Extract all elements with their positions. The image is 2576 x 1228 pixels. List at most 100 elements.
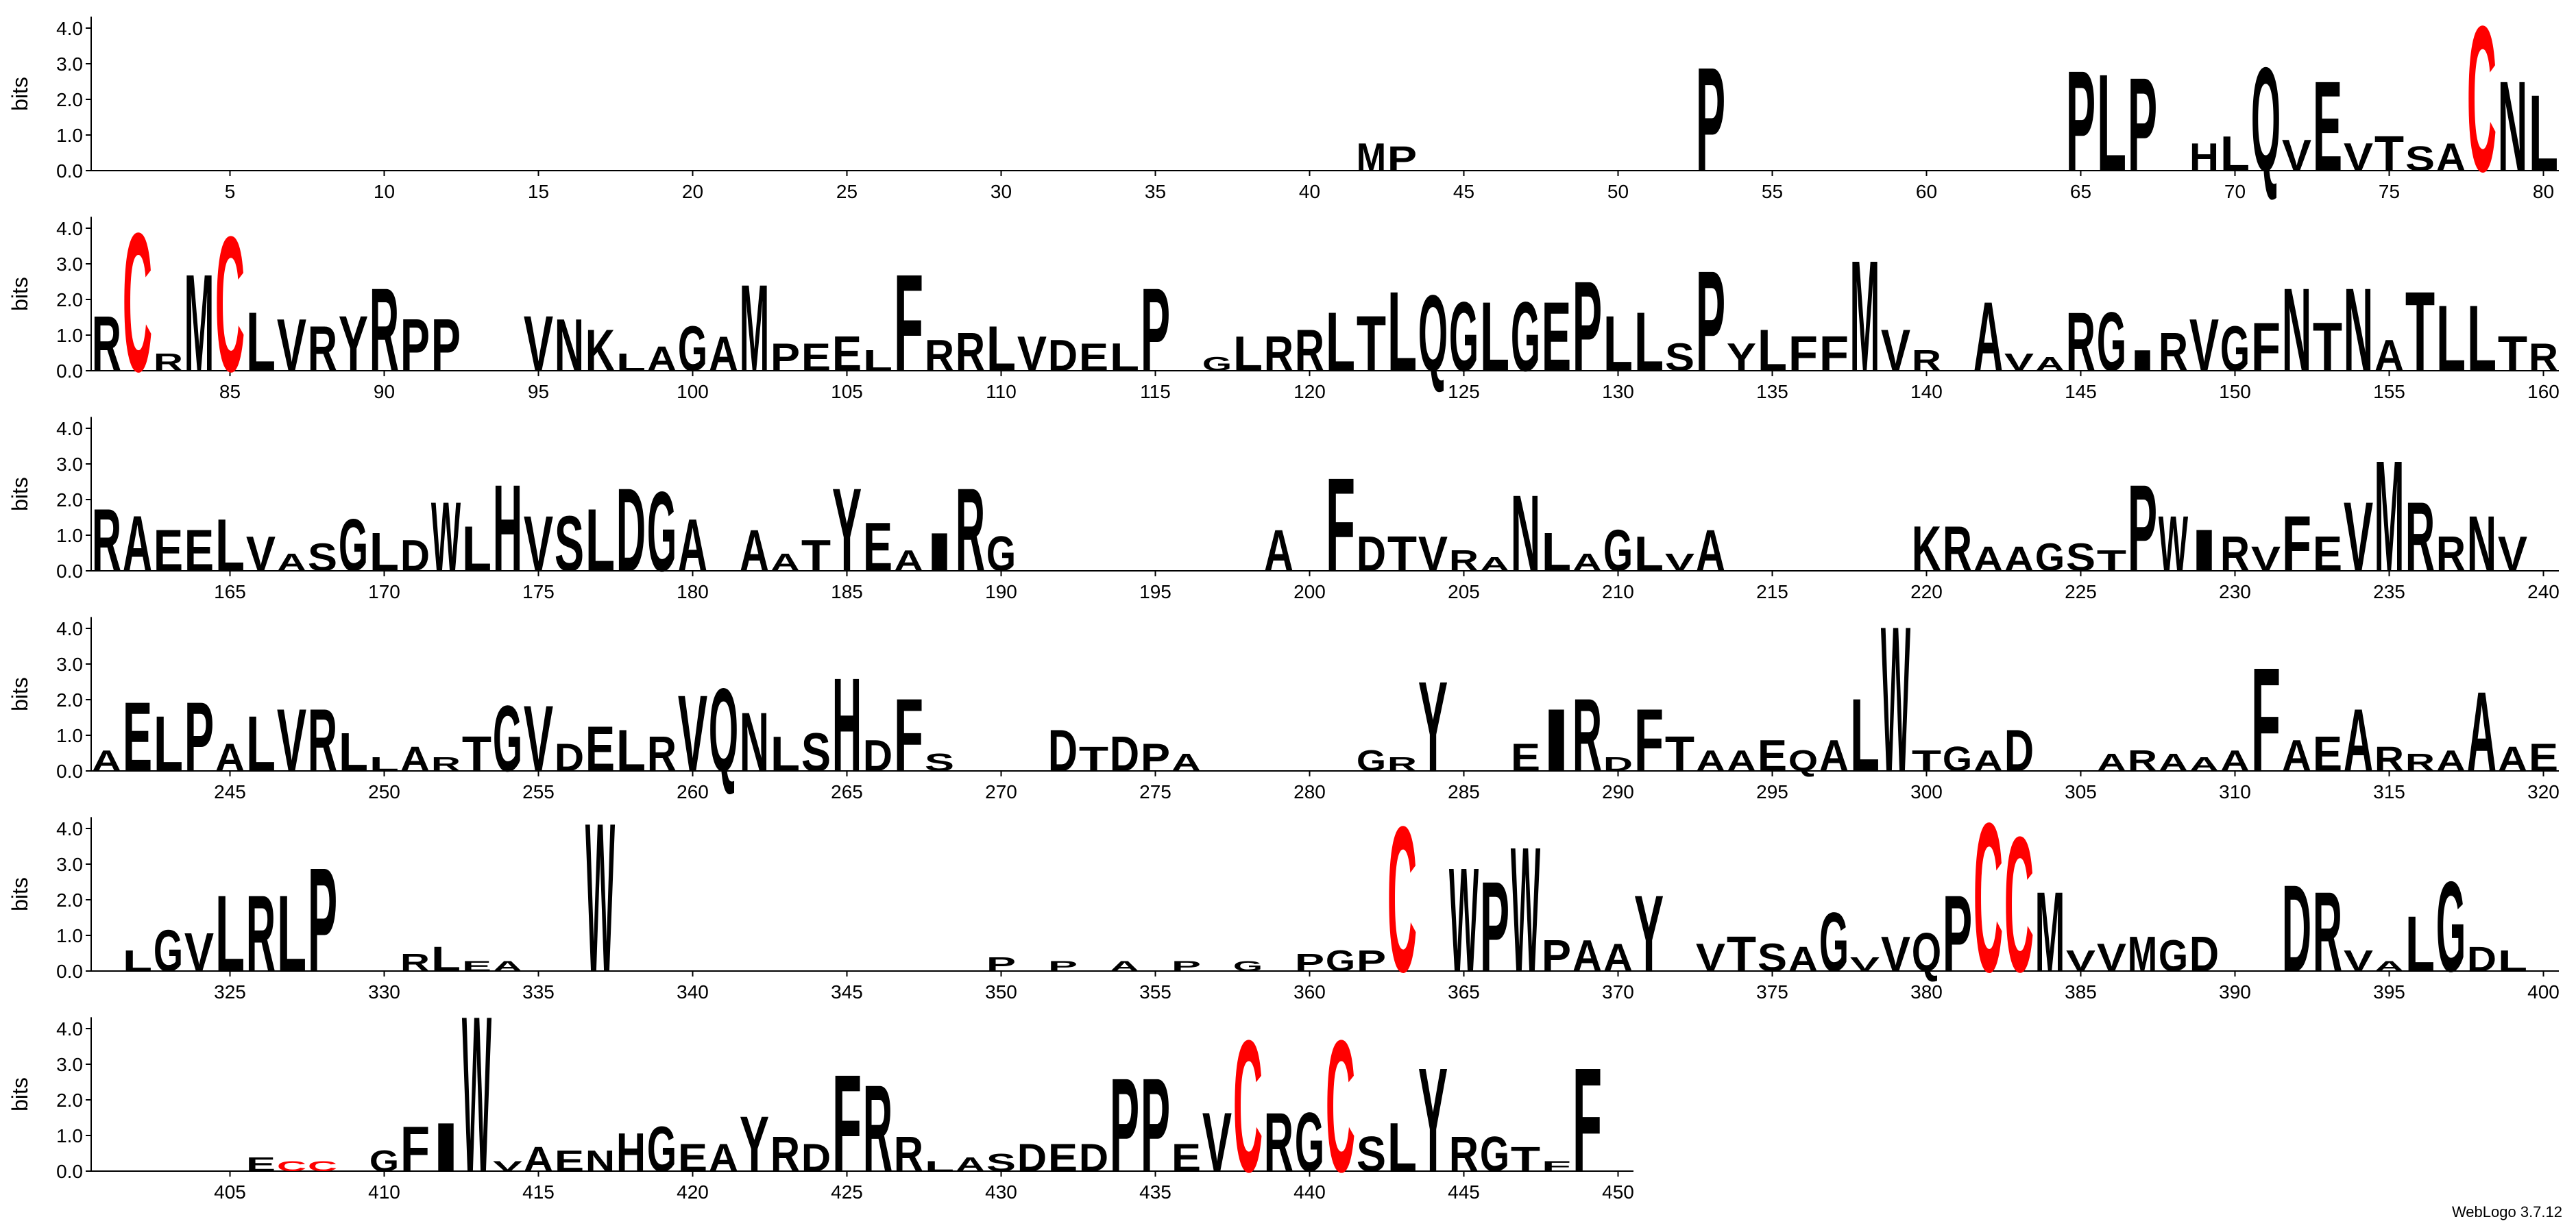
logo-letter: N [2282,265,2311,397]
logo-letter: P [1171,958,1201,974]
logo-letter: D [801,1135,831,1180]
logo-letter: P [1141,265,1170,397]
logo-letter: P [1141,735,1170,780]
x-tick-label: 230 [2219,581,2251,602]
logo-letter: K [585,317,615,384]
logo-letter: V [2344,135,2374,180]
logo-letter: A [1696,517,1725,584]
x-tick-label: 405 [214,1181,246,1203]
logo-letter: C [308,1158,337,1175]
logo-letter: R [2128,744,2157,778]
logo-letter: L [2467,286,2496,391]
logo-letter: A [2467,669,2496,796]
logo-letter: Y [1418,1037,1448,1203]
logo-letter: L [1603,300,1633,388]
x-tick-label: 365 [1448,981,1480,1003]
logo-letter: V [2004,349,2034,377]
logo-letter: I [1542,691,1571,791]
logo-letter: Q [2251,37,2281,203]
logo-letter: P [308,837,337,1003]
logo-letter: L [246,700,276,788]
y-tick-label: 2.0 [56,689,83,711]
logo-letter: A [493,958,522,974]
logo-letter: W [1511,811,1540,1009]
logo-letter: R [863,1060,892,1198]
x-tick-label: 220 [1910,581,1943,602]
x-tick-label: 210 [1602,581,1634,602]
logo-letter: N [740,696,769,789]
logo-letter: V [1017,327,1047,382]
logo-letter: P [1696,241,1725,402]
logo-letter: R [894,1127,923,1182]
logo-letter: A [2035,353,2065,376]
logo-letter: I [2128,344,2157,378]
y-tick-label: 1.0 [56,525,83,546]
logo-letter: A [2282,730,2311,781]
x-tick-label: 185 [831,581,863,602]
logo-letter: Y [1634,873,1664,995]
x-tick-label: 280 [1293,781,1326,802]
x-tick-label: 290 [1602,781,1634,802]
logo-letter: C [277,1158,306,1175]
x-tick-label: 120 [1293,381,1326,402]
logo-letter: E [2313,55,2342,199]
logo-letter: C [2467,0,2496,215]
logo-letter: E [1171,1135,1201,1180]
x-tick-label: 35 [1145,181,1166,202]
logo-letter: A [709,327,738,382]
logo-letter: F [1788,327,1818,382]
logo-letter: L [1634,527,1664,582]
y-axis-label: bits [8,477,32,511]
logo-letter: D [1110,727,1139,782]
logo-letter: N [555,304,584,386]
y-tick-label: 1.0 [56,725,83,746]
x-tick-label: 445 [1448,1181,1480,1203]
logo-letter: L [1758,317,1787,384]
logo-letter: G [1603,517,1633,584]
logo-letter: R [1387,753,1417,776]
x-tick-label: 65 [2070,181,2091,202]
logo-letter: V [246,527,276,582]
logo-letter: L [2220,127,2250,182]
logo-letter: W [1881,582,1910,815]
logo-letter: Y [1727,335,1756,380]
logo-letter: L [986,312,1016,384]
logo-letter: R [925,330,954,380]
logo-letter: R [2066,295,2095,389]
x-tick-label: 330 [368,981,400,1003]
x-tick-label: 155 [2373,381,2405,402]
x-tick-label: 340 [677,981,709,1003]
logo-letter: L [1387,269,1417,396]
logo-letter: R [647,727,677,782]
logo-letter: N [2344,265,2373,397]
logo-letter: S [1357,1127,1386,1182]
logo-letter: V [678,673,707,795]
logo-letter: E [1758,730,1787,781]
logo-letter: D [863,730,892,781]
x-tick-label: 45 [1453,181,1474,202]
logo-letter: S [308,535,337,580]
logo-letter: A [770,549,800,577]
x-tick-label: 10 [374,181,395,202]
y-tick-label: 4.0 [56,418,83,439]
logo-letter: A [1572,549,1602,577]
logo-letter: W [2159,500,2188,588]
y-tick-label: 3.0 [56,1054,83,1075]
logo-letter: R [1449,1127,1479,1182]
logo-letter: A [894,544,923,578]
logo-letter: V [1665,549,1694,577]
logo-letter: L [2529,73,2558,195]
y-tick-label: 0.0 [56,360,83,382]
logo-letter: L [277,873,306,995]
x-tick-label: 415 [522,1181,555,1203]
logo-letter: P [986,953,1016,976]
x-tick-label: 350 [985,981,1017,1003]
logo-letter: H [832,651,862,800]
logo-letter: C [1233,1000,1263,1212]
logo-letter: P [2066,41,2095,201]
logo-letter: D [555,735,584,780]
x-tick-label: 400 [2527,981,2560,1003]
logo-letter: H [493,460,522,598]
x-tick-label: 270 [985,781,1017,802]
logo-letter: V [1881,317,1910,384]
